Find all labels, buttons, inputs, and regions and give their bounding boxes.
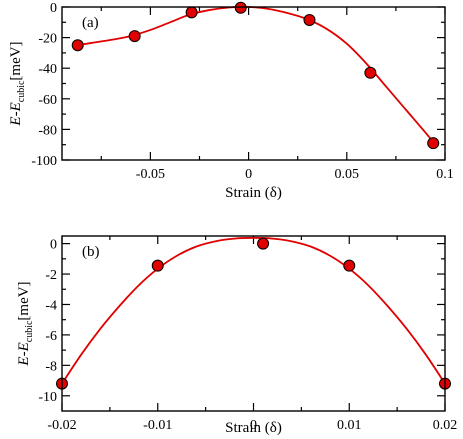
data-point [257, 237, 270, 250]
y-tick-label: -40 [38, 62, 57, 77]
y-axis-label-main: E-E [8, 102, 24, 126]
x-tick-label: -0.01 [143, 418, 172, 433]
y-tick-label: -20 [38, 32, 57, 47]
x-tick-label: 0.05 [335, 167, 360, 182]
panel-a-x-axis-label: Strain (δ) [225, 185, 282, 201]
panel-b: -0.02 -0.01 0 0.01 0.02 -10 -8 -6 -4 -2 0 (b) Stra… [16, 235, 457, 436]
data-point [185, 6, 198, 19]
panel-a-data-points [71, 1, 440, 150]
x-tick-label: 0.1 [436, 167, 454, 182]
panel-a-y-axis-label: E-Ecubic[meV] [8, 41, 27, 126]
y-tick-label: 0 [50, 1, 57, 16]
y-axis-label-unit: [meV] [8, 41, 24, 80]
data-point [234, 1, 247, 14]
panel-b-tick-labels: -0.02 -0.01 0 0.01 0.02 -10 -8 -6 -4 -2 0 [38, 238, 457, 433]
y-tick-label: -8 [45, 359, 57, 374]
x-tick-label: 0.02 [433, 418, 458, 433]
x-tick-label: 0.01 [337, 418, 362, 433]
x-tick-label: -0.05 [136, 167, 165, 182]
panel-b-fit-curve [61, 236, 446, 385]
data-point [427, 137, 440, 150]
data-point [303, 14, 316, 27]
panel-b-ticks [61, 236, 446, 411]
x-tick-label: 0 [250, 418, 257, 433]
x-tick-label: -0.02 [47, 418, 76, 433]
panel-a-tick-labels: -0.05 0 0.05 0.1 -100 -80 -60 -40 -20 0 [31, 1, 453, 182]
panel-a-label: (a) [82, 15, 99, 31]
y-tick-label: -6 [45, 329, 57, 344]
x-tick-label: 0 [245, 167, 252, 182]
y-tick-label: -4 [45, 298, 57, 313]
y-axis-label-subscript: cubic [16, 80, 27, 102]
panel-a-frame [61, 6, 446, 161]
panel-b-label: (b) [82, 244, 100, 260]
y-axis-label-unit: [meV] [16, 281, 32, 320]
panel-b-frame [61, 235, 446, 412]
y-axis-label-subscript: cubic [24, 320, 35, 342]
panel-b-x-axis-label: Strain (δ) [225, 420, 282, 436]
y-tick-label: -10 [38, 390, 57, 405]
panel-a-ticks [62, 6, 446, 161]
y-axis-label-main: E-E [16, 342, 32, 366]
panel-b-data-points [56, 237, 451, 390]
panel-a-fit-curve [77, 6, 436, 146]
data-point [343, 259, 356, 272]
data-point [151, 259, 164, 272]
data-point [364, 66, 377, 79]
y-tick-label: -100 [31, 154, 57, 169]
data-point [128, 30, 141, 43]
panel-b-y-axis-label: E-Ecubic[meV] [16, 281, 35, 366]
y-tick-label: -80 [38, 123, 57, 138]
y-tick-label: 0 [50, 238, 57, 253]
y-tick-label: -60 [38, 93, 57, 108]
y-tick-label: -2 [45, 268, 57, 283]
data-point [71, 39, 84, 52]
panel-a: -0.05 0 0.05 0.1 -100 -80 -60 -40 -20 0 (a) Strai… [8, 1, 454, 201]
